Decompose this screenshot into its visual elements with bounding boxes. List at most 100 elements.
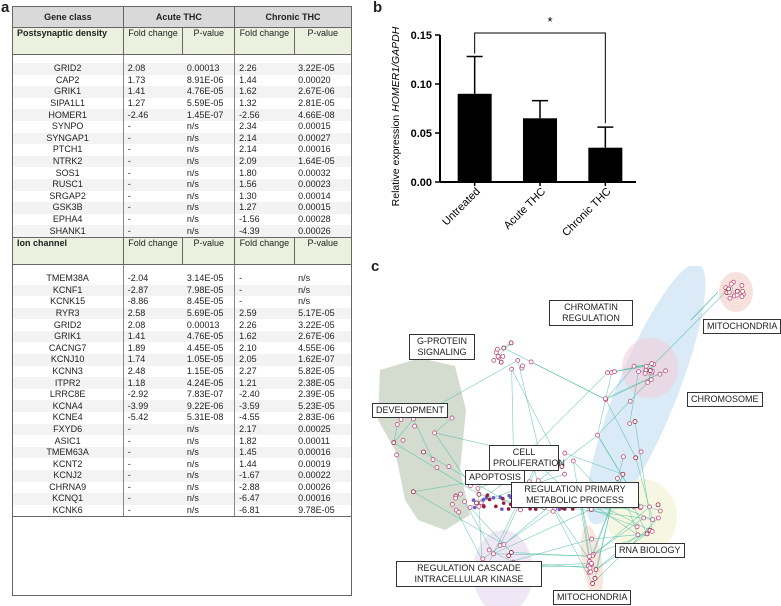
network-edge — [477, 488, 483, 570]
hub-node — [500, 507, 504, 511]
network-node — [588, 569, 594, 575]
bar — [523, 118, 557, 182]
chronic-fold-change: - — [234, 284, 295, 297]
network-node — [633, 455, 639, 461]
panel-label-a: a — [1, 0, 10, 16]
network-node — [589, 536, 595, 542]
network-node — [412, 423, 418, 429]
acute-p-value: n/s — [182, 155, 235, 168]
regulation-cascade-intracellular-kinase-label: REGULATION CASCADE INTRACELLULAR KINASE — [396, 561, 542, 587]
network-edge — [595, 456, 624, 570]
acute-fold-change: 1.73 — [122, 74, 183, 87]
acute-fold-change: - — [122, 435, 183, 447]
hub-node — [471, 498, 476, 502]
network-node — [734, 292, 740, 298]
network-node — [635, 532, 641, 538]
spacer-cell — [183, 264, 235, 273]
chronic-fold-change: - — [234, 272, 295, 285]
network-edge — [633, 506, 648, 534]
network-edge — [493, 509, 592, 555]
acute-fold-change: - — [122, 190, 183, 203]
gene-name: TMEM63A — [12, 446, 124, 459]
rna-biology-label: RNA BIOLOGY — [615, 543, 685, 558]
gene-name: KCNT2 — [52, 458, 83, 469]
mitochondria-bottom-label: MITOCHONDRIA — [553, 590, 632, 605]
acute-p-value: 4.45E-05 — [186, 342, 224, 353]
y-tick-label: 0.00 — [411, 177, 432, 189]
network-edge — [393, 424, 398, 443]
panel-label-b: b — [373, 0, 383, 16]
table-row: SHANK1- n/s -4.39 0.00026 — [12, 225, 352, 238]
hub-node — [501, 496, 505, 501]
table-row: KCNJ10 1.74 1.05E-05 2.05 1.62E-07 — [12, 354, 352, 366]
network-edge — [581, 503, 590, 557]
network-node — [494, 346, 500, 352]
chronic-p-value: n/s — [294, 284, 352, 297]
spacer-row — [13, 264, 352, 273]
chronic-p-value: 0.00014 — [298, 190, 331, 201]
chronic-fold-change: - — [234, 296, 295, 308]
chronic-fold-change: 1.45 — [234, 446, 295, 459]
network-node — [518, 507, 523, 513]
network-node — [430, 457, 436, 463]
gene-name: GRIK1 — [12, 86, 124, 98]
acute-p-value: n/s — [186, 214, 199, 225]
chronic-fold-change: 2.14 — [234, 144, 295, 156]
acute-p-value: n/s — [186, 458, 199, 469]
chronic-fold-change: 2.26 — [234, 63, 295, 75]
acute-p-value: 7.98E-05 — [182, 284, 235, 297]
table-row: KCNE4 -5.42 5.31E-08 -4.55 2.83E-06 — [13, 412, 352, 424]
acute-fold-change: -8.86 — [122, 296, 183, 308]
network-node — [501, 542, 507, 547]
spacer-cell — [122, 54, 183, 63]
acute-fold-change: 1.27 — [122, 97, 183, 110]
acute-fold-change: - — [122, 458, 183, 470]
spacer-cell — [183, 55, 235, 64]
chronic-p-value: 1.62E-07 — [294, 354, 352, 366]
network-node — [638, 449, 644, 455]
gene-name: EPHA4 — [52, 214, 83, 225]
chronic-fold-change: 1.30 — [234, 190, 295, 203]
chromosome-cluster — [622, 338, 678, 398]
network-edge — [629, 371, 639, 424]
table-row: GRIK1 1.41 4.76E-05 1.62 2.67E-06 — [12, 330, 352, 343]
bar-chart: 0.00 0.05 0.10 0.15 Untreated Acute THC Chroni… — [390, 14, 636, 239]
acute-fold-change: - — [122, 202, 183, 214]
chronic-fold-change: 1.56 — [234, 178, 295, 191]
acute-p-value: 8.45E-05 — [186, 296, 224, 307]
acute-fold-change: - — [122, 132, 183, 145]
network-edge — [482, 508, 555, 560]
network-node — [657, 371, 663, 377]
network-node — [475, 486, 481, 491]
table-row: RUSC1- n/s 1.56 0.00023 — [12, 178, 352, 191]
table-row: KCNK6- n/s -6.81 9.78E-05 — [12, 504, 352, 518]
table-row: KCNN3 2.48 1.15E-05 2.27 5.82E-05 — [13, 365, 352, 378]
network-node — [727, 295, 733, 301]
spacer-row — [13, 54, 352, 64]
network-node — [520, 363, 525, 369]
table-row: KCNQ1- n/s -6.47 0.00016 — [12, 493, 352, 505]
chronic-p-value: 2.81E-05 — [298, 98, 335, 109]
chronic-p-value: 0.00028 — [298, 214, 331, 225]
gene-name: KCNK15 — [50, 296, 86, 307]
table-row: CACNG7 1.89 4.45E-05 2.10 4.55E-06 — [13, 342, 352, 355]
network-node — [458, 491, 463, 497]
gene-name: TMEM38A — [46, 273, 89, 284]
network-edge — [605, 370, 666, 399]
gene-name: HOMER1 — [12, 109, 124, 121]
acute-p-value: 7.83E-07 — [186, 389, 224, 400]
network-node — [478, 500, 484, 506]
network-node — [486, 547, 492, 553]
network-node — [638, 504, 644, 510]
acute-p-value: n/s — [182, 470, 235, 482]
network-node — [621, 454, 626, 460]
network-node — [593, 567, 599, 572]
network-edge — [591, 509, 638, 528]
y-tick-label: 0.15 — [411, 30, 432, 42]
spacer-cell — [13, 264, 124, 273]
subheader-p-value: P-value — [182, 236, 236, 265]
table-row: SYNGAP1- n/s 2.14 0.00027 — [12, 132, 352, 145]
chronic-p-value: 0.00016 — [294, 446, 352, 459]
chronic-fold-change: 2.59 — [234, 307, 295, 320]
acute-p-value: 1.05E-05 — [182, 354, 235, 366]
